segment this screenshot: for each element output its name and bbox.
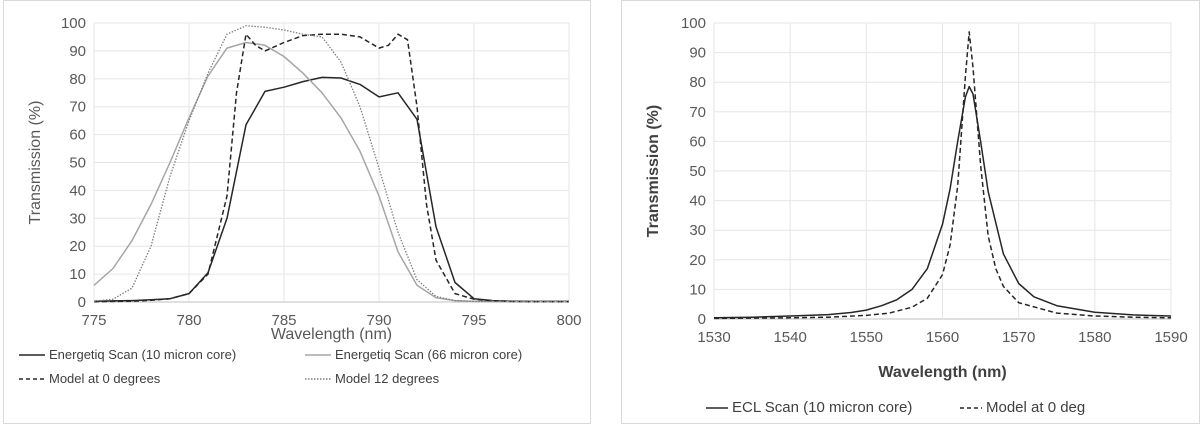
series-line [94, 77, 569, 301]
y-tick-label: 80 [69, 71, 86, 88]
x-tick-label: 1590 [1154, 329, 1187, 346]
legend-label: Model at 0 degrees [49, 371, 160, 386]
legend-label: Model 12 degrees [335, 371, 439, 386]
y-tick-label: 70 [69, 99, 86, 116]
y-tick-label: 40 [689, 193, 706, 210]
right-chart-panel: 0 10 20 30 40 50 60 70 80 90 100 1530 1540 1550 1560 15… [621, 0, 1200, 424]
legend-swatch-solid-dark [19, 351, 45, 359]
x-tick-label: 1530 [697, 329, 730, 346]
legend-item-model-0-deg: Model at 0 deg [960, 399, 1085, 416]
y-tick-label: 50 [689, 163, 706, 180]
legend-swatch-solid [706, 404, 728, 412]
series-line [94, 43, 569, 302]
legend-label: Energetiq Scan (66 micron core) [335, 347, 522, 362]
x-tick-label: 1580 [1078, 329, 1111, 346]
y-tick-label: 100 [61, 15, 86, 32]
y-tick-label: 50 [69, 155, 86, 172]
legend-item-model-12: Model 12 degrees [305, 371, 439, 386]
legend-item-ecl-scan: ECL Scan (10 micron core) [706, 399, 912, 416]
y-tick-label: 0 [698, 311, 706, 328]
legend-swatch-solid-light [305, 351, 331, 359]
y-tick-label: 30 [69, 210, 86, 227]
x-tick-label: 1540 [773, 329, 806, 346]
y-tick-label: 60 [69, 127, 86, 144]
x-tick-label: 800 [556, 312, 581, 329]
right-chart-svg: 0 10 20 30 40 50 60 70 80 90 100 1530 1540 1550 1560 15… [622, 1, 1201, 425]
x-axis-title: Wavelength (nm) [878, 364, 1006, 381]
x-tick-label: 1560 [926, 329, 959, 346]
legend-swatch-dotted [305, 375, 331, 383]
y-tick-label: 20 [689, 252, 706, 269]
y-tick-label: 10 [689, 281, 706, 298]
legend-item-energetiq-66: Energetiq Scan (66 micron core) [305, 347, 522, 362]
series-line [94, 34, 569, 302]
left-chart-panel: 0 10 20 30 40 50 60 70 80 90 100 775 780 785 790 795 800… [3, 0, 591, 424]
y-tick-label: 10 [69, 266, 86, 283]
y-tick-label: 70 [689, 104, 706, 121]
x-axis-title: Wavelength (nm) [271, 326, 392, 343]
legend-item-model-0: Model at 0 degrees [19, 371, 160, 386]
y-tick-label: 30 [689, 222, 706, 239]
y-axis-title: Transmission (%) [645, 105, 662, 237]
y-tick-label: 80 [689, 74, 706, 91]
y-tick-label: 90 [689, 45, 706, 62]
x-tick-label: 1570 [1002, 329, 1035, 346]
legend-label: Model at 0 deg [986, 399, 1085, 416]
x-tick-label: 780 [176, 312, 201, 329]
y-tick-label: 20 [69, 238, 86, 255]
y-tick-label: 90 [69, 43, 86, 60]
x-tick-label: 1550 [850, 329, 883, 346]
legend-label: ECL Scan (10 micron core) [732, 399, 912, 416]
series-line [94, 26, 569, 302]
x-tick-label: 795 [461, 312, 486, 329]
legend-swatch-dashed [19, 375, 45, 383]
legend-label: Energetiq Scan (10 micron core) [49, 347, 236, 362]
y-axis-title: Transmission (%) [27, 101, 44, 225]
y-tick-label: 0 [78, 294, 86, 311]
legend-swatch-dashed [960, 404, 982, 412]
x-tick-label: 775 [81, 312, 106, 329]
y-tick-label: 40 [69, 182, 86, 199]
y-tick-label: 100 [681, 15, 706, 32]
legend-item-energetiq-10: Energetiq Scan (10 micron core) [19, 347, 236, 362]
y-tick-label: 60 [689, 133, 706, 150]
